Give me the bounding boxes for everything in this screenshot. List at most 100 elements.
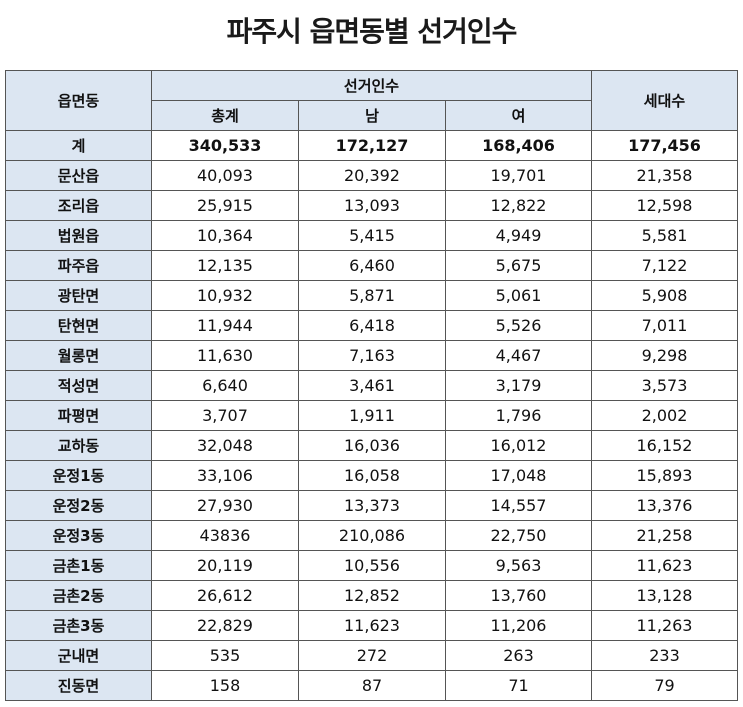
total-cell: 10,932 bbox=[151, 280, 299, 311]
table-row: 탄현면 11,944 6,418 5,526 7,011 bbox=[5, 310, 738, 341]
female-cell: 3,179 bbox=[445, 370, 592, 401]
male-cell: 16,058 bbox=[298, 460, 446, 491]
female-cell: 13,760 bbox=[445, 580, 592, 611]
households-cell: 15,893 bbox=[591, 460, 738, 491]
households-cell: 21,258 bbox=[591, 520, 738, 551]
total-cell: 11,944 bbox=[151, 310, 299, 341]
households-cell: 11,263 bbox=[591, 610, 738, 641]
total-cell: 11,630 bbox=[151, 340, 299, 371]
header-total: 총계 bbox=[151, 100, 299, 131]
total-cell: 22,829 bbox=[151, 610, 299, 641]
female-cell: 1,796 bbox=[445, 400, 592, 431]
table-row: 월롱면 11,630 7,163 4,467 9,298 bbox=[5, 340, 738, 371]
female-cell: 22,750 bbox=[445, 520, 592, 551]
district-cell: 운정2동 bbox=[5, 490, 152, 521]
page-title: 파주시 읍면동별 선거인수 bbox=[226, 15, 518, 48]
total-cell: 43836 bbox=[151, 520, 299, 551]
households-cell: 13,128 bbox=[591, 580, 738, 611]
district-cell: 광탄면 bbox=[5, 280, 152, 311]
female-cell: 4,467 bbox=[445, 340, 592, 371]
table-row: 파평면 3,707 1,911 1,796 2,002 bbox=[5, 400, 738, 431]
table-row: 조리읍 25,915 13,093 12,822 12,598 bbox=[5, 190, 738, 221]
district-cell: 운정1동 bbox=[5, 460, 152, 491]
district-cell: 금촌3동 bbox=[5, 610, 152, 641]
district-cell: 법원읍 bbox=[5, 220, 152, 251]
male-cell: 5,415 bbox=[298, 220, 446, 251]
households-cell: 13,376 bbox=[591, 490, 738, 521]
table-row: 광탄면 10,932 5,871 5,061 5,908 bbox=[5, 280, 738, 311]
table-row: 문산읍 40,093 20,392 19,701 21,358 bbox=[5, 160, 738, 191]
female-cell: 5,061 bbox=[445, 280, 592, 311]
district-cell: 군내면 bbox=[5, 640, 152, 671]
total-cell: 12,135 bbox=[151, 250, 299, 281]
total-cell: 535 bbox=[151, 640, 299, 671]
total-cell: 32,048 bbox=[151, 430, 299, 461]
male-cell: 272 bbox=[298, 640, 446, 671]
table-body: 계 340,533 172,127 168,406 177,456 문산읍 40,093 20… bbox=[5, 130, 738, 701]
households-cell: 177,456 bbox=[591, 130, 738, 161]
header-households: 세대수 bbox=[591, 70, 738, 131]
female-cell: 17,048 bbox=[445, 460, 592, 491]
households-cell: 79 bbox=[591, 670, 738, 701]
male-cell: 16,036 bbox=[298, 430, 446, 461]
total-cell: 27,930 bbox=[151, 490, 299, 521]
table-row: 교하동 32,048 16,036 16,012 16,152 bbox=[5, 430, 738, 461]
district-cell: 탄현면 bbox=[5, 310, 152, 341]
female-cell: 263 bbox=[445, 640, 592, 671]
district-cell: 파평면 bbox=[5, 400, 152, 431]
female-cell: 11,206 bbox=[445, 610, 592, 641]
table-row: 금촌1동 20,119 10,556 9,563 11,623 bbox=[5, 550, 738, 581]
district-cell: 금촌1동 bbox=[5, 550, 152, 581]
households-cell: 3,573 bbox=[591, 370, 738, 401]
district-cell: 진동면 bbox=[5, 670, 152, 701]
households-cell: 7,122 bbox=[591, 250, 738, 281]
district-cell: 문산읍 bbox=[5, 160, 152, 191]
female-cell: 168,406 bbox=[445, 130, 592, 161]
total-cell: 26,612 bbox=[151, 580, 299, 611]
female-cell: 71 bbox=[445, 670, 592, 701]
female-cell: 16,012 bbox=[445, 430, 592, 461]
male-cell: 7,163 bbox=[298, 340, 446, 371]
male-cell: 210,086 bbox=[298, 520, 446, 551]
households-cell: 5,581 bbox=[591, 220, 738, 251]
male-cell: 12,852 bbox=[298, 580, 446, 611]
district-cell: 적성면 bbox=[5, 370, 152, 401]
total-cell: 25,915 bbox=[151, 190, 299, 221]
female-cell: 4,949 bbox=[445, 220, 592, 251]
female-cell: 14,557 bbox=[445, 490, 592, 521]
header-female: 여 bbox=[445, 100, 592, 131]
table-row: 운정2동 27,930 13,373 14,557 13,376 bbox=[5, 490, 738, 521]
male-cell: 13,373 bbox=[298, 490, 446, 521]
table-row: 진동면 158 87 71 79 bbox=[5, 670, 738, 701]
district-cell: 파주읍 bbox=[5, 250, 152, 281]
households-cell: 233 bbox=[591, 640, 738, 671]
total-row: 계 340,533 172,127 168,406 177,456 bbox=[5, 130, 738, 161]
total-cell: 340,533 bbox=[151, 130, 299, 161]
male-cell: 87 bbox=[298, 670, 446, 701]
district-cell: 금촌2동 bbox=[5, 580, 152, 611]
households-cell: 21,358 bbox=[591, 160, 738, 191]
female-cell: 5,675 bbox=[445, 250, 592, 281]
households-cell: 2,002 bbox=[591, 400, 738, 431]
male-cell: 1,911 bbox=[298, 400, 446, 431]
total-cell: 6,640 bbox=[151, 370, 299, 401]
total-cell: 40,093 bbox=[151, 160, 299, 191]
male-cell: 5,871 bbox=[298, 280, 446, 311]
households-cell: 11,623 bbox=[591, 550, 738, 581]
male-cell: 172,127 bbox=[298, 130, 446, 161]
table-row: 금촌2동 26,612 12,852 13,760 13,128 bbox=[5, 580, 738, 611]
households-cell: 16,152 bbox=[591, 430, 738, 461]
table-row: 군내면 535 272 263 233 bbox=[5, 640, 738, 671]
male-cell: 10,556 bbox=[298, 550, 446, 581]
district-cell: 운정3동 bbox=[5, 520, 152, 551]
district-cell: 월롱면 bbox=[5, 340, 152, 371]
total-cell: 33,106 bbox=[151, 460, 299, 491]
households-cell: 7,011 bbox=[591, 310, 738, 341]
households-cell: 5,908 bbox=[591, 280, 738, 311]
header-district: 읍면동 bbox=[5, 70, 152, 131]
table-row: 적성면 6,640 3,461 3,179 3,573 bbox=[5, 370, 738, 401]
female-cell: 19,701 bbox=[445, 160, 592, 191]
district-cell: 교하동 bbox=[5, 430, 152, 461]
total-cell: 10,364 bbox=[151, 220, 299, 251]
male-cell: 13,093 bbox=[298, 190, 446, 221]
